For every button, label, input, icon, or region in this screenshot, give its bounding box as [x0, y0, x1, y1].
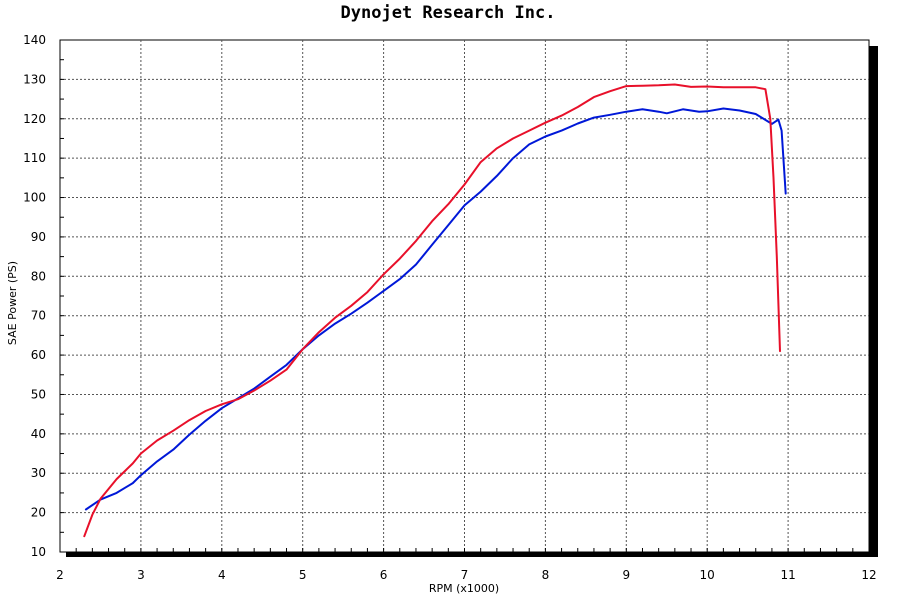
x-tick-label: 3	[137, 568, 145, 582]
chart-title: Dynojet Research Inc.	[341, 3, 556, 23]
y-axis-label: SAE Power (PS)	[6, 261, 19, 345]
y-tick-label: 40	[31, 427, 46, 441]
x-tick-label: 5	[299, 568, 307, 582]
y-tick-label: 70	[31, 309, 46, 323]
frame-shadow-right	[869, 46, 878, 557]
y-tick-label: 100	[23, 191, 46, 205]
x-tick-label: 2	[56, 568, 64, 582]
y-tick-label: 20	[31, 506, 46, 520]
y-tick-label: 30	[31, 466, 46, 480]
x-tick-label: 10	[700, 568, 715, 582]
grid-lines	[60, 40, 869, 552]
power-curve-1	[84, 107, 787, 511]
x-tick-label: 12	[861, 568, 876, 582]
x-tick-label: 7	[461, 568, 469, 582]
series-lines	[83, 83, 787, 538]
x-axis-label: RPM (x1000)	[429, 582, 499, 595]
y-tick-label: 60	[31, 348, 46, 362]
y-tick-label: 120	[23, 112, 46, 126]
y-tick-label: 140	[23, 33, 46, 47]
y-tick-label: 110	[23, 151, 46, 165]
y-tick-label: 80	[31, 269, 46, 283]
tick-labels: 2 3 4 5 6 7 8 9 10 11 12 10 20 30 40 50 60 70 80 90 100 110 12…	[23, 33, 877, 582]
y-tick-label: 10	[31, 545, 46, 559]
x-tick-label: 6	[380, 568, 388, 582]
y-tick-label: 90	[31, 230, 46, 244]
x-tick-label: 11	[780, 568, 795, 582]
y-tick-label: 50	[31, 387, 46, 401]
minor-ticks	[60, 59, 854, 552]
x-tick-label: 9	[622, 568, 630, 582]
x-tick-label: 8	[542, 568, 550, 582]
x-tick-label: 4	[218, 568, 226, 582]
power-curve-2	[83, 83, 781, 538]
y-tick-label: 130	[23, 72, 46, 86]
